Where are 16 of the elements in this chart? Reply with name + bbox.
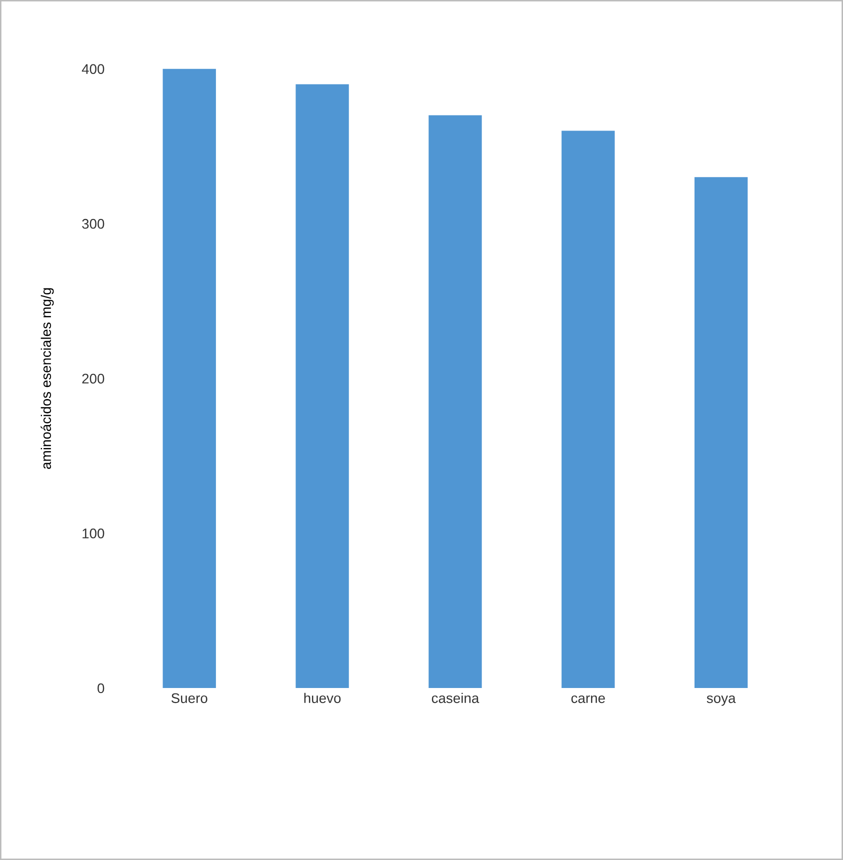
x-tick-label: Suero (171, 693, 208, 704)
x-tick-label: carne (571, 695, 605, 704)
bar (562, 130, 615, 688)
y-tick-label: 100 (82, 528, 104, 538)
y-tick-label: 400 (82, 64, 104, 74)
bar (694, 177, 748, 688)
y-tick-label: 200 (82, 374, 104, 384)
bar (428, 115, 482, 688)
y-tick-label: 0 (98, 683, 104, 694)
y-axis-title: aminoácidos esenciales mg/g (40, 288, 54, 469)
bar (162, 68, 216, 688)
x-tick-label: soya (706, 695, 736, 706)
bar (296, 84, 349, 688)
x-tick-label: caseina (432, 692, 480, 704)
y-tick-label: 300 (82, 218, 104, 229)
x-tick-label: huevo (304, 692, 341, 704)
